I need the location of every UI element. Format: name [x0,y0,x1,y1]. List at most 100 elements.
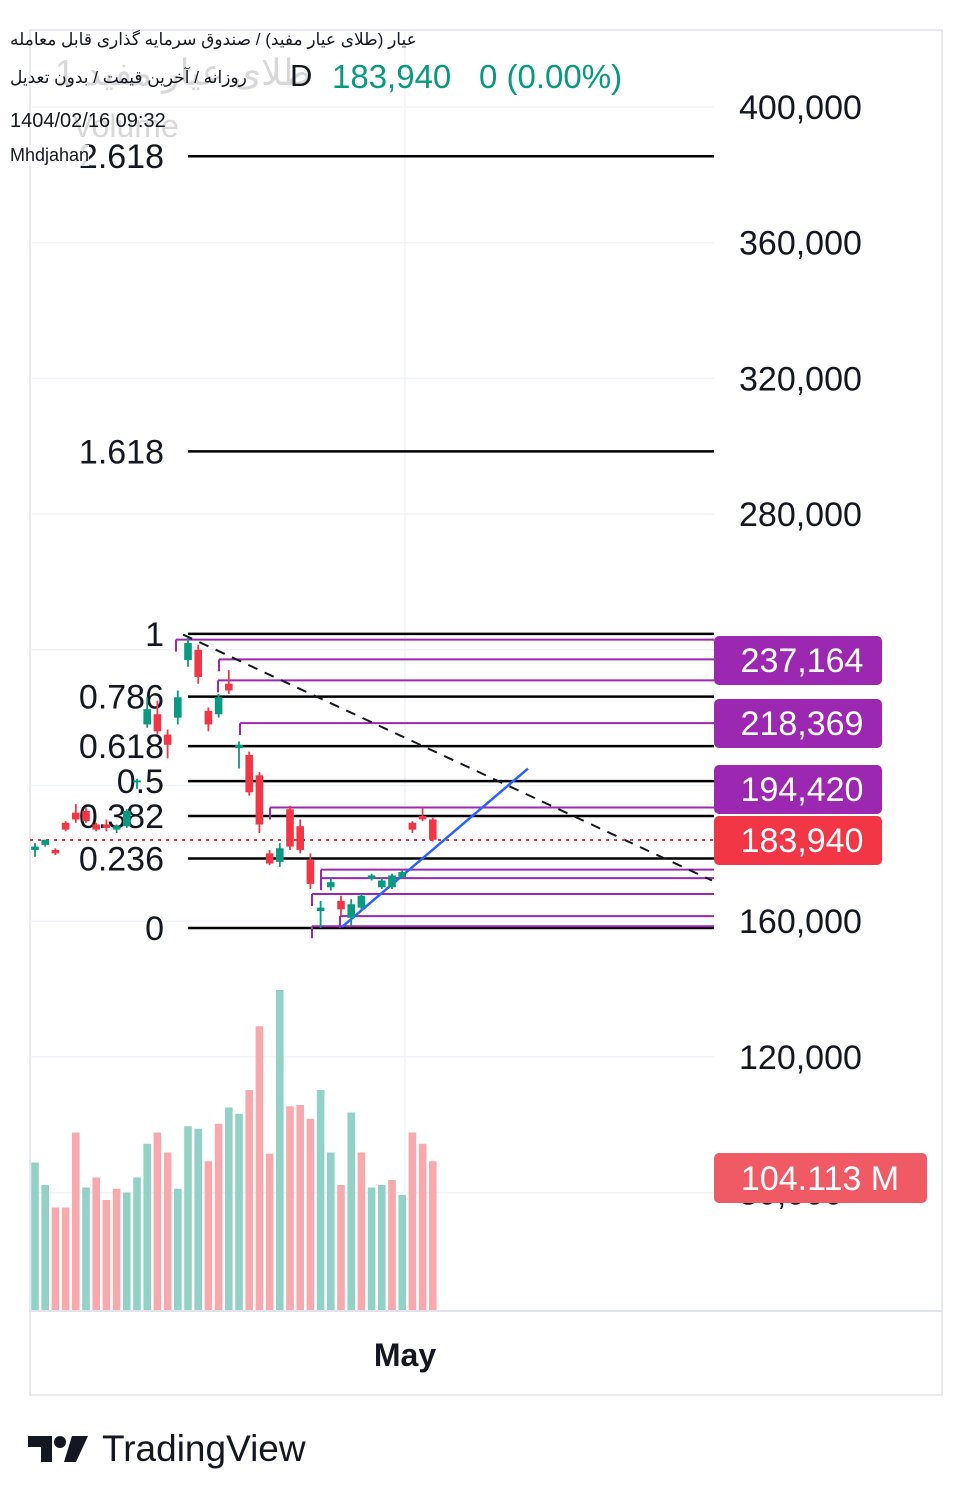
horizontal-levels[interactable] [175,638,714,939]
time-axis[interactable]: May [374,1337,436,1373]
candle-body [429,819,437,840]
volume-bar [316,1090,325,1310]
volume-bar [286,1106,294,1310]
candle-body [235,744,243,749]
volume-watermark: Volume [72,108,179,144]
tradingview-logo[interactable]: TradingView [28,1428,306,1470]
fib-level-label: 0 [145,910,164,948]
candle-body [418,816,427,820]
price-label-text: 194,420 [741,771,864,809]
candle-body [316,907,325,912]
candle-body [357,895,366,908]
price-label-text: 237,164 [741,642,864,680]
candle-body [153,714,162,732]
candle-body [51,849,60,854]
volume-bars [31,990,437,1310]
candle-body [112,826,121,830]
volume-bar [255,1026,264,1310]
price-axis-tick: 280,000 [739,496,862,534]
volume-bar [174,1188,182,1310]
candle-body [408,822,417,830]
volume-bar [327,1152,335,1310]
price-axis-tick: 400,000 [739,89,862,127]
volume-bar [408,1132,417,1310]
volume-label-text: 104.113 M [741,1160,899,1198]
volume-bar [102,1200,111,1310]
candle-body [194,649,202,677]
volume-bar [418,1143,427,1310]
candle-body [72,812,80,820]
candle-body [214,697,223,715]
volume-bar [153,1132,162,1310]
volume-bar [72,1132,80,1310]
volume-bar [347,1112,355,1310]
volume-bar [82,1187,90,1310]
candle-body [255,775,264,825]
candlesticks [31,637,437,928]
price-change: 0 (0.00%) [479,58,623,95]
time-axis-label: May [374,1337,436,1373]
volume-bar [235,1113,243,1310]
candle-body [296,826,304,850]
volume-bar [184,1126,192,1310]
candle-body [378,880,386,888]
candle-body [133,780,141,783]
last-price: 183,940 [332,58,452,95]
volume-bar [357,1152,366,1310]
fib-level-label: 1 [145,616,164,654]
timeframe-code[interactable]: D [290,58,313,93]
candle-body [143,709,151,725]
volume-bar [429,1161,437,1310]
volume-bar [112,1188,121,1310]
candle-body [31,846,39,850]
candle-body [225,683,233,691]
price-axis-tick: 320,000 [739,360,862,398]
candle-body [61,822,70,830]
candle-body [388,875,396,888]
candle-body [102,824,111,828]
volume-bar [378,1185,386,1310]
volume-bar [367,1187,376,1310]
candle-body [398,872,406,878]
volume-bar [225,1107,233,1310]
volume-bar [388,1180,396,1310]
volume-bar [92,1177,100,1310]
candle-body [174,697,182,718]
timestamp: 1404/02/16 09:32 [10,110,166,132]
fib-level-label: 1.618 [79,433,164,471]
price-labels: 237,164 218,369 194,420 183,940 104.113 M [714,636,927,1203]
volume-bar [398,1195,406,1310]
price-label-box [714,765,882,814]
trend-lines[interactable] [30,633,714,928]
volume-bar [337,1185,345,1310]
volume-bar [51,1207,60,1310]
price-label-text: 218,369 [741,705,864,743]
candle-body [265,853,274,864]
candle-body [306,860,315,884]
price-axis-tick: 120,000 [739,1039,862,1077]
candle-body [92,824,100,830]
price-axis-tick: 160,000 [739,903,862,941]
volume-bar [214,1123,223,1310]
volume-bar [133,1177,141,1310]
price-label-text: 183,940 [741,822,864,860]
candle-body [123,810,131,827]
fib-level-label: 2.618 [79,138,164,176]
timeframe-label: روزانه / آخرین قیمت / بدون تعدیل [10,68,247,87]
volume-bar [61,1207,70,1310]
volume-bar [163,1152,172,1310]
volume-bar [296,1105,304,1310]
candle-body [367,875,376,879]
volume-label-box [714,1153,927,1203]
symbol-title: عیار (طلای عیار مفید) / صندوق سرمایه گذا… [10,30,417,49]
fib-level-label: 0.618 [79,728,164,766]
price-label-box [714,699,882,748]
uptrend-line [341,767,529,928]
author-name[interactable]: Mhdjahan [10,145,90,166]
fib-level-label: 0.786 [79,679,164,717]
volume-bar [276,990,284,1310]
volume-bar [31,1162,39,1310]
candle-body [347,904,355,918]
